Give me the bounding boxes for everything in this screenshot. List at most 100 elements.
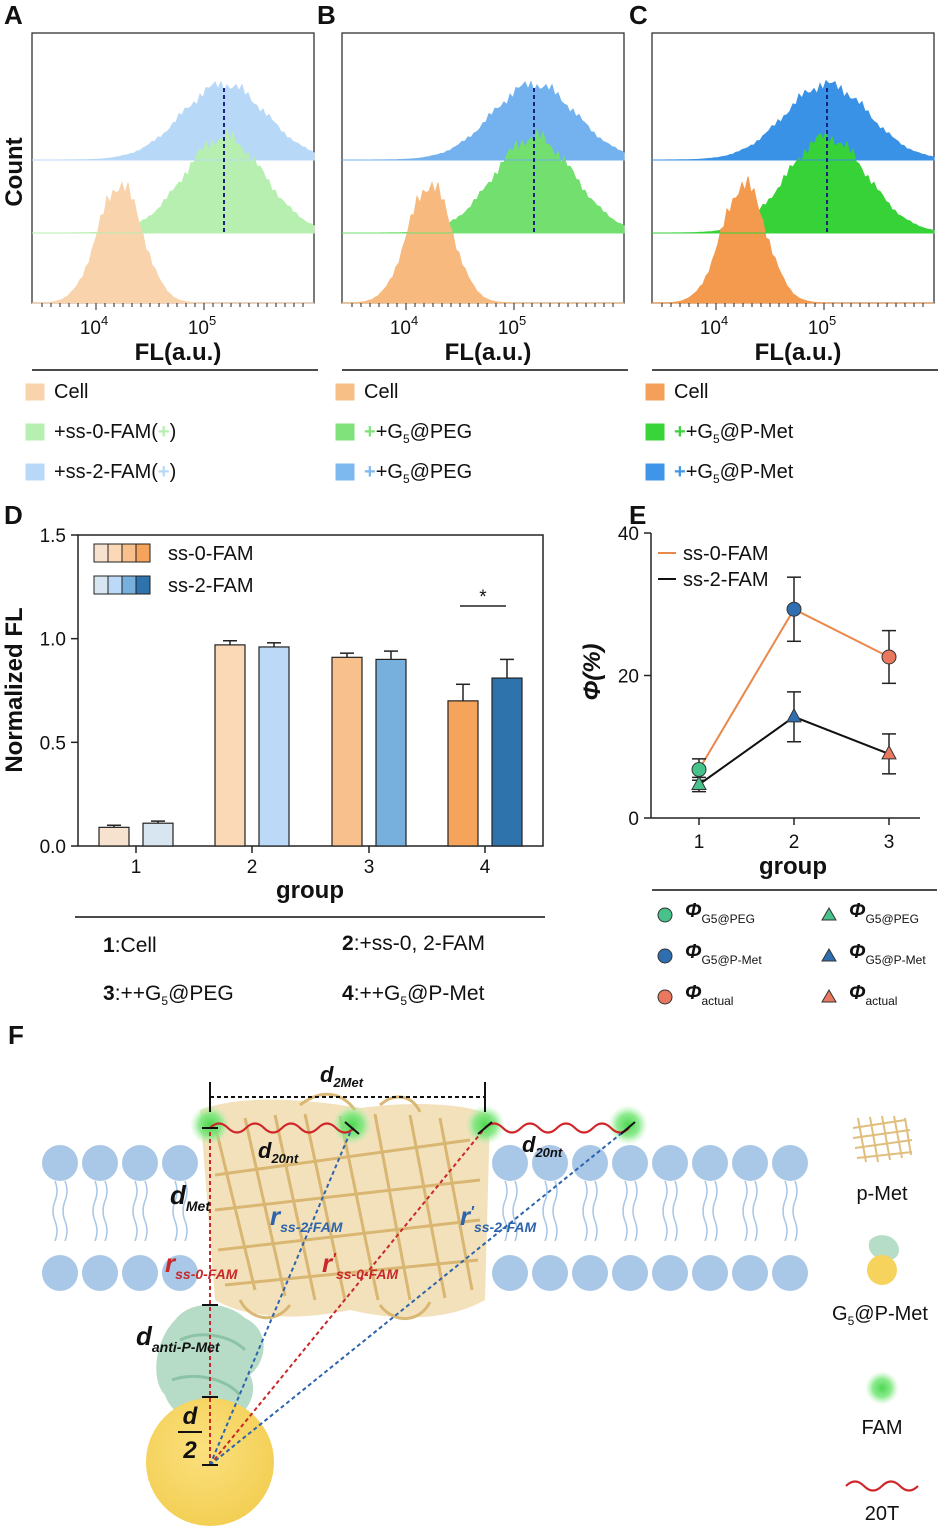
data-point-triangle bbox=[881, 744, 897, 760]
histogram-y-label: Count bbox=[1, 137, 28, 206]
legend-symbol: + bbox=[158, 421, 170, 443]
histogram-legend-item: Cell bbox=[364, 381, 398, 403]
histogram-trace-blue bbox=[32, 80, 315, 161]
bar-legend-label: ss-0-FAM bbox=[168, 543, 254, 565]
significance-star: * bbox=[479, 587, 487, 608]
legend-symbol: + bbox=[158, 461, 170, 483]
lipid-head-bottom bbox=[732, 1255, 768, 1291]
phi-subscript: G5@P-Met bbox=[865, 953, 926, 967]
histogram-tick-label: 104 bbox=[390, 313, 418, 339]
legend-post: @PEG bbox=[410, 461, 473, 483]
tick-exp: 5 bbox=[829, 313, 836, 328]
legend-swatch bbox=[107, 575, 123, 595]
lipid-tail bbox=[702, 1180, 708, 1242]
bar-ss-2-FAM bbox=[142, 822, 174, 847]
lipid-tail bbox=[672, 1180, 678, 1242]
label-d-anti-p-met: danti-P-Met bbox=[136, 1321, 221, 1355]
schematic-panel-f: d2Met d20nt d20nt dMet rss-2-FAM r'ss-2-… bbox=[42, 1062, 928, 1526]
lipid-tail bbox=[512, 1180, 518, 1242]
distance-ticks bbox=[202, 1082, 636, 1466]
x-tick-label: 3 bbox=[364, 857, 375, 878]
legend-g5-p-met: G5@P-Met bbox=[832, 1303, 928, 1328]
phi-subscript: actual bbox=[865, 994, 897, 1008]
phi-legend-label: Φactual bbox=[685, 982, 733, 1008]
legend-swatch bbox=[335, 423, 355, 441]
lipid-tail bbox=[502, 1180, 508, 1242]
legend-pre: +ss-0-FAM( bbox=[54, 421, 158, 443]
label-r-prime-ss0: r'ss-0-FAM bbox=[322, 1248, 399, 1282]
bar-ss-0-FAM bbox=[331, 656, 363, 847]
histogram-trace-orange bbox=[341, 181, 624, 304]
panel-label-f: F bbox=[8, 1020, 24, 1050]
lipid-head-bottom bbox=[162, 1255, 198, 1291]
bar-ss-2-FAM bbox=[375, 658, 407, 847]
histogram-legend-item: ++G5@P-Met bbox=[674, 461, 794, 486]
phi-legend-triangle bbox=[821, 948, 837, 962]
lipid-head-bottom bbox=[82, 1255, 118, 1291]
phi-legend-label: ΦG5@PEG bbox=[849, 900, 919, 926]
legend-symbol: + bbox=[364, 421, 376, 443]
lipid-head-top bbox=[692, 1145, 728, 1181]
y-tick-label: 0 bbox=[628, 809, 639, 830]
lipid-head-top bbox=[732, 1145, 768, 1181]
legend-post: @P-Met bbox=[720, 421, 794, 443]
lipid-head-top bbox=[492, 1145, 528, 1181]
lipid-head-top bbox=[572, 1145, 608, 1181]
tick-exp: 5 bbox=[209, 313, 216, 328]
legend-pre: +ss-2-FAM( bbox=[54, 461, 158, 483]
histogram-legend-item: Cell bbox=[54, 381, 88, 403]
lipid-tail bbox=[542, 1180, 548, 1242]
group-legend-2: 2:+ss-0, 2-FAM bbox=[342, 932, 485, 955]
histogram-tick-label: 104 bbox=[80, 313, 108, 339]
fam-dot-3 bbox=[465, 1105, 505, 1145]
label-d-half-num: d bbox=[183, 1403, 199, 1430]
distance-lines bbox=[209, 1096, 629, 1466]
line-chart-e: 0 20 40 1 2 3 ss-0-FAM ss-2-FAM bbox=[618, 524, 920, 853]
lipid-tail bbox=[752, 1180, 758, 1242]
y-tick-label: 1.0 bbox=[40, 630, 66, 651]
lipid-head-top bbox=[82, 1145, 118, 1181]
plot-frame bbox=[77, 534, 544, 847]
data-point-triangle bbox=[691, 775, 707, 791]
bar-legend-label: ss-2-FAM bbox=[168, 575, 254, 597]
lipid-tail bbox=[592, 1180, 598, 1242]
histogram-tick-label: 105 bbox=[188, 313, 216, 339]
legend-symbol: + bbox=[674, 461, 686, 483]
x-tick-label: 1 bbox=[694, 832, 705, 853]
legend-antibody-icon bbox=[868, 1235, 899, 1261]
y-tick-label: 40 bbox=[618, 524, 639, 545]
label-r-prime-ss2: r'ss-2-FAM bbox=[460, 1201, 537, 1235]
bar-ss-2-FAM bbox=[258, 646, 290, 847]
lipid-tail bbox=[582, 1180, 588, 1242]
legend-text: +G bbox=[376, 421, 403, 443]
line-legend-label: ss-2-FAM bbox=[683, 569, 769, 591]
group-legend-4: 4:++G5@P-Met bbox=[342, 982, 485, 1008]
group-legend-3: 3:++G5@PEG bbox=[103, 982, 234, 1008]
legend-sub: 5 bbox=[403, 432, 410, 446]
lipid-tail bbox=[632, 1180, 638, 1242]
legend-text: +G bbox=[686, 461, 713, 483]
lipid-head-top bbox=[612, 1145, 648, 1181]
legend-text: +G bbox=[686, 421, 713, 443]
lipid-head-top bbox=[162, 1145, 198, 1181]
lipid-head-bottom bbox=[652, 1255, 688, 1291]
histogram-legend-item: ++G5@PEG bbox=[364, 461, 472, 486]
histogram-trace-blue bbox=[342, 80, 625, 161]
tick-exp: 4 bbox=[101, 313, 108, 328]
panel-label-b: B bbox=[317, 0, 336, 30]
lipid-tail bbox=[52, 1180, 58, 1242]
lipid-head-top bbox=[772, 1145, 808, 1181]
lipid-tail bbox=[62, 1180, 68, 1242]
histogram-trace-orange bbox=[652, 176, 934, 304]
lipid-tail bbox=[552, 1180, 558, 1242]
lipid-head-bottom bbox=[612, 1255, 648, 1291]
histogram-frame bbox=[341, 32, 625, 304]
legend-p-met: p-Met bbox=[856, 1183, 908, 1205]
lipid-tail bbox=[782, 1180, 788, 1242]
x-tick-label: 4 bbox=[480, 857, 491, 878]
lipid-head-bottom bbox=[492, 1255, 528, 1291]
phi-symbol: Φ bbox=[685, 982, 702, 1004]
label-r-ss2: rss-2-FAM bbox=[270, 1201, 343, 1235]
